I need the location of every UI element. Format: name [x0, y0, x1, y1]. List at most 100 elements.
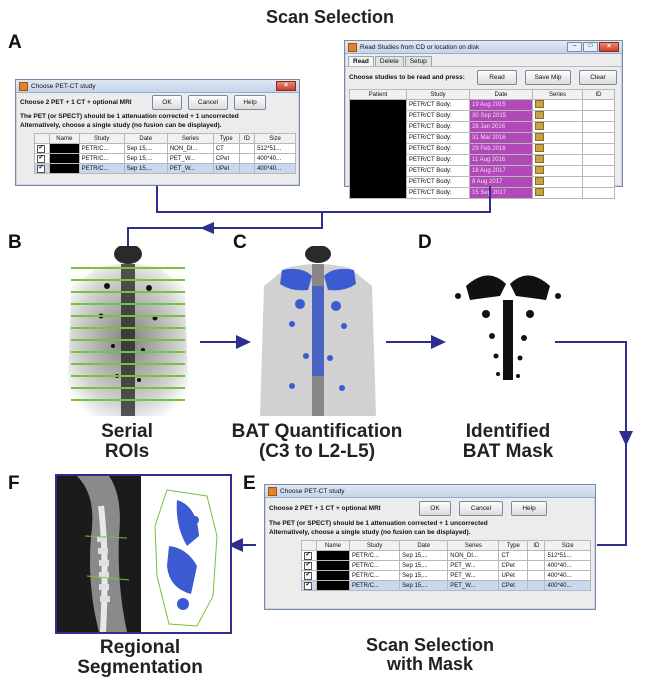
info-line-2: Alternatively, choose a single study (no…	[269, 529, 471, 536]
study-cell: PETR/C...	[348, 560, 401, 571]
id-cell	[527, 580, 546, 591]
series-icon	[535, 188, 544, 196]
help-button[interactable]: Help	[511, 501, 547, 516]
series-cell: PET_W...	[447, 570, 500, 581]
column-header[interactable]: Series	[447, 540, 500, 551]
table-header-row: Name Study Date Series Type ID Size	[301, 540, 591, 551]
row-checkbox[interactable]: ✔	[37, 154, 45, 163]
series-icon	[535, 166, 544, 174]
tab-bar: Read Delete Setup	[345, 56, 622, 66]
panel-label-f: F	[8, 473, 20, 494]
table-row[interactable]: ✔ PETR/C... Sep 15,... PET_W... CPet 400…	[301, 560, 591, 571]
series-icon	[535, 144, 544, 152]
tab-setup[interactable]: Setup	[404, 56, 432, 66]
caption-regional-segmentation: Regional Segmentation	[77, 637, 203, 678]
row-checkbox[interactable]: ✔	[37, 164, 45, 173]
panel-label-e: E	[243, 473, 256, 494]
column-header[interactable]: Date	[399, 540, 449, 551]
series-icon	[535, 155, 544, 163]
redacted-name	[316, 570, 350, 581]
java-app-icon	[348, 42, 357, 52]
minimize-icon[interactable]: –	[567, 42, 582, 52]
table-row-selected[interactable]: ✔ PETR/C... Sep 15,... PET_W... CPet 400…	[301, 580, 591, 591]
arrowhead-icon	[431, 335, 446, 349]
caption-scan-selection-mask: Scan Selection with Mask	[365, 635, 495, 674]
table-row[interactable]: PETR/CT Body: 15 Sep 2017	[350, 187, 615, 199]
table-row[interactable]: ✔ PETR/C... Sep 15,... PET_W... UPet 400…	[301, 570, 591, 581]
window-titlebar: Read Studies from CD or location on disk…	[345, 41, 622, 54]
info-line-1: The PET (or SPECT) should be 1 attenuati…	[269, 520, 488, 527]
serial-rois-image	[57, 246, 199, 416]
series-icon	[535, 177, 544, 185]
window-titlebar: Choose PET-CT study	[265, 485, 595, 498]
row-checkbox[interactable]: ✔	[304, 561, 312, 570]
info-line-1: The PET (or SPECT) should be 1 attenuati…	[20, 113, 239, 120]
ok-button[interactable]: OK	[152, 95, 182, 110]
redacted-name	[316, 550, 350, 561]
regional-segmentation-image	[55, 474, 232, 634]
column-header[interactable]: Name	[316, 540, 350, 551]
ok-button[interactable]: OK	[419, 501, 451, 516]
save-mip-button[interactable]: Save Mip	[525, 70, 571, 85]
table-row-selected[interactable]: ✔ PETR/C... Sep 15,... PET_W... UPet 400…	[34, 163, 296, 174]
help-button[interactable]: Help	[234, 95, 266, 110]
column-header[interactable]: Study	[348, 540, 401, 551]
studies-table: Patient Study Date Series ID PETR/CT Bod…	[349, 89, 615, 199]
column-header[interactable]: ID	[527, 540, 546, 551]
window-title: Choose PET-CT study	[280, 487, 345, 495]
pet-mip-icon	[67, 246, 189, 416]
row-checkbox[interactable]: ✔	[304, 571, 312, 580]
panel-label-d: D	[418, 232, 432, 253]
study-table: Name Study Date Series Type ID Size ✔ PE…	[301, 540, 591, 591]
read-button[interactable]: Read	[477, 70, 517, 85]
connector-a-to-join	[156, 186, 491, 213]
size-cell: 400*40...	[254, 163, 296, 174]
instruction-text: Choose 2 PET + 1 CT + optional MRI	[269, 505, 381, 512]
table-row[interactable]: PETR/CT Body: 28 Jan 2016	[350, 121, 615, 133]
arrowhead-icon	[236, 335, 251, 349]
tab-read[interactable]: Read	[348, 56, 374, 66]
panel-label-b: B	[8, 232, 22, 253]
study-cell: PETR/C...	[348, 550, 401, 561]
column-header[interactable]: Size	[544, 540, 591, 551]
cancel-button[interactable]: Cancel	[188, 95, 228, 110]
id-cell	[238, 163, 256, 174]
series-cell: PET_W...	[166, 163, 214, 174]
table-row[interactable]: PETR/CT Body: 11 Aug 2016	[350, 154, 615, 166]
series-cell: PET_W...	[447, 560, 500, 571]
table-row[interactable]: PETR/CT Body: 31 Mar 2016	[350, 132, 615, 144]
java-app-icon	[19, 81, 28, 91]
row-checkbox[interactable]: ✔	[37, 144, 45, 153]
maximize-icon[interactable]: □	[583, 42, 598, 52]
date-cell: Sep 15,...	[399, 570, 449, 581]
row-checkbox[interactable]: ✔	[304, 581, 312, 590]
panel-label-a: A	[8, 32, 22, 53]
caption-bat-mask: Identified BAT Mask	[462, 421, 554, 462]
instruction-text: Choose studies to be read and press:	[349, 74, 465, 81]
window-title: Read Studies from CD or location on disk	[360, 43, 480, 51]
arrowhead-icon	[228, 538, 243, 552]
redacted-patient	[349, 99, 407, 199]
series-icon	[535, 100, 544, 108]
caption-bat-quantification: BAT Quantification (C3 to L2-L5)	[231, 421, 403, 462]
read-studies-window: Read Studies from CD or location on disk…	[344, 40, 623, 199]
tab-delete[interactable]: Delete	[374, 56, 404, 66]
cancel-button[interactable]: Cancel	[459, 501, 503, 516]
close-icon[interactable]: ×	[276, 81, 296, 91]
choose-petct-window-a: Choose PET-CT study × Choose 2 PET + 1 C…	[15, 79, 300, 186]
bat-overlay-icon	[260, 246, 376, 416]
instruction-text: Choose 2 PET + 1 CT + optional MRI	[20, 99, 132, 106]
window-title: Choose PET-CT study	[31, 82, 96, 90]
size-cell: 400*40...	[544, 570, 591, 581]
row-checkbox[interactable]: ✔	[304, 551, 312, 560]
table-row[interactable]: PETR/CT Body: 19 Aug 2015	[349, 99, 615, 199]
clear-button[interactable]: Clear	[579, 70, 617, 85]
series-icon	[535, 133, 544, 141]
table-row[interactable]: ✔ PETR/C... Sep 15,... NON_DI... CT 512*…	[301, 550, 591, 561]
close-icon[interactable]: ×	[599, 42, 619, 52]
bat-quantification-image	[252, 246, 384, 416]
column-header[interactable]: Type	[498, 540, 529, 551]
table-row[interactable]: ✔ PETR/C... Sep 15,... NON_DI... CT 512*…	[34, 143, 296, 154]
size-cell: 400*40...	[544, 580, 591, 591]
